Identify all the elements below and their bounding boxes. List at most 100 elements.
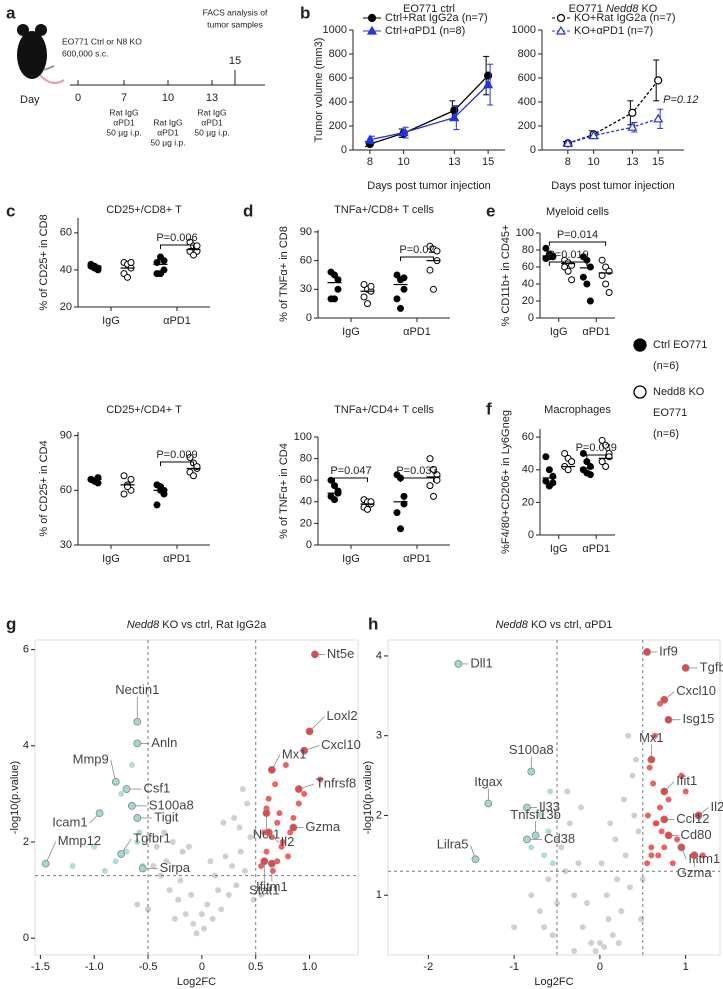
y-axis-label: % of CD25+ in CD4 — [38, 440, 50, 536]
data-point — [658, 828, 665, 835]
data-point — [653, 820, 660, 827]
y-tick-label: 2 — [376, 809, 382, 821]
x-tick-label: 13 — [626, 156, 638, 168]
y-tick-label: 100 — [516, 227, 534, 239]
data-point — [334, 276, 342, 284]
y-tick-label: 3 — [376, 730, 382, 742]
x-axis-label: Days post tumor injection — [551, 180, 675, 192]
data-point — [177, 877, 184, 884]
gene-point — [694, 811, 703, 820]
data-point — [699, 852, 706, 859]
data-point — [211, 872, 218, 879]
gene-label: Cd38 — [544, 831, 575, 846]
x-tick-label: 8 — [367, 156, 373, 168]
data-point — [568, 458, 576, 466]
data-point — [661, 844, 668, 851]
gene-label: Gzma — [677, 865, 712, 880]
x-tick-label: -1.0 — [85, 961, 104, 973]
data-point — [547, 788, 554, 795]
data-point — [650, 780, 657, 787]
data-point — [654, 76, 663, 85]
data-point — [171, 915, 178, 922]
y-tick-label: 0 — [528, 529, 534, 541]
chart-title: TNFa+/CD8+ T cells — [334, 204, 434, 216]
gene-label: S100a8 — [149, 797, 194, 812]
series-line — [369, 75, 489, 145]
legend-text: Ctrl EO771 — [653, 339, 707, 351]
data-point — [632, 756, 639, 763]
chart-title: Nedd8 KO vs ctrl, Rat IgG2a — [127, 619, 267, 631]
gene-point — [117, 850, 126, 858]
y-tick-label: 0 — [306, 539, 312, 551]
gene-point — [260, 857, 269, 866]
treatment-text: Rat IgG — [153, 117, 182, 127]
x-tick-label: αPD1 — [403, 553, 431, 565]
y-tick-label: 20 — [522, 295, 534, 307]
y-tick-label: 60 — [60, 227, 72, 239]
data-point — [618, 908, 625, 915]
label-leader — [45, 841, 57, 864]
y-tick-label: 20 — [60, 301, 72, 313]
gene-label: Il33 — [539, 799, 560, 814]
gene-label: Itgax — [474, 774, 503, 789]
data-point — [430, 285, 437, 293]
data-point — [588, 130, 599, 140]
data-point — [541, 852, 548, 859]
y-tick-label: 20 — [300, 517, 312, 529]
annotation: P=0.12 — [663, 94, 698, 106]
gene-label: Ifitm1 — [256, 879, 288, 894]
chart-title: EO771 ctrl — [403, 3, 455, 15]
data-point — [602, 463, 610, 471]
y-tick-label: 30 — [300, 283, 312, 295]
data-point — [274, 858, 281, 865]
panel-label: f — [486, 399, 492, 418]
y-tick-label: 90 — [300, 226, 312, 238]
data-point — [169, 838, 176, 845]
data-point — [193, 930, 200, 937]
y-tick-label: 1 — [376, 889, 382, 901]
y-axis-label: % of TNFα+ in CD4 — [278, 443, 290, 539]
data-point — [398, 127, 409, 137]
y-tick-label: 800 — [329, 48, 347, 60]
x-tick-label: 10 — [398, 156, 410, 168]
p-value: P=0.019 — [547, 249, 588, 261]
gene-point — [660, 695, 669, 704]
data-point — [225, 891, 232, 898]
significance-bracket — [400, 256, 434, 261]
title-part: KO vs ctrl, αPD1 — [528, 619, 613, 631]
data-point — [188, 891, 195, 898]
x-tick-label: αPD1 — [163, 315, 191, 327]
data-point — [360, 281, 368, 289]
gene-point — [647, 755, 656, 764]
y-tick-label: 200 — [518, 120, 536, 132]
data-point — [674, 836, 681, 843]
significance-bracket — [160, 461, 194, 466]
y-tick-label: 40 — [522, 278, 534, 290]
data-point — [331, 496, 338, 504]
chart-title: CD25+/CD4+ T — [106, 404, 182, 416]
data-point — [136, 829, 143, 836]
y-tick-label: 40 — [522, 464, 534, 476]
panel-label: c — [6, 201, 15, 220]
title-part: KO — [638, 3, 657, 15]
gene-label: Ccl12 — [676, 811, 709, 826]
endpoint-text: FACS analysis of — [203, 7, 268, 17]
p-value: P=0.047 — [330, 465, 371, 477]
data-point — [528, 844, 535, 851]
data-point — [578, 804, 585, 811]
p-value: P=0.014 — [557, 229, 598, 241]
gene-label: Cd80 — [681, 827, 712, 842]
data-point — [615, 940, 622, 947]
x-tick-label: IgG — [342, 553, 360, 565]
data-point — [190, 920, 197, 927]
data-point — [564, 466, 572, 474]
gene-label: Ifit1 — [676, 773, 697, 788]
p-value: P=0.039 — [576, 442, 617, 454]
legend-text: Nedd8 KO — [653, 386, 705, 398]
legend-text: EO771 — [653, 407, 687, 419]
data-point — [157, 872, 164, 879]
data-point — [175, 896, 182, 903]
data-point — [601, 944, 608, 951]
data-point — [301, 790, 308, 797]
